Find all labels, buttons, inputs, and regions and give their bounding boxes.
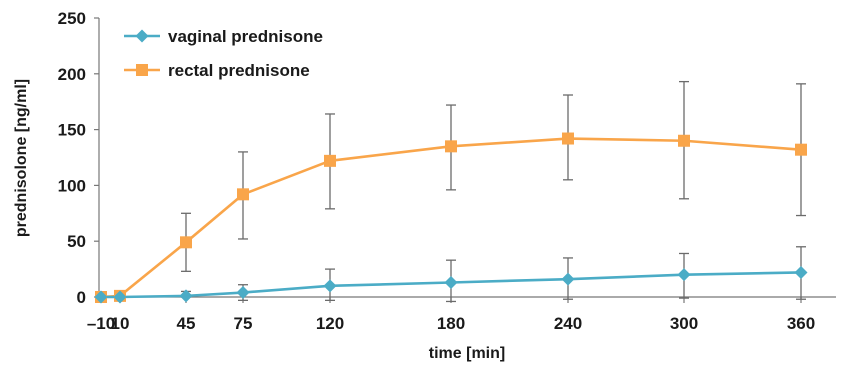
x-tick-label-4: 120 — [316, 314, 344, 333]
y-tick-label-0: 0 — [77, 288, 86, 307]
vaginal-marker-8 — [794, 265, 808, 279]
x-tick-label-0: –10 — [87, 314, 115, 333]
rectal-marker-4 — [324, 154, 336, 167]
legend-swatch-marker-vaginal — [135, 29, 149, 43]
x-tick-label-3: 75 — [234, 314, 253, 333]
axes — [98, 18, 836, 298]
legend-label-rectal: rectal prednisone — [168, 61, 310, 80]
legend-item-vaginal: vaginal prednisone — [124, 27, 323, 46]
y-tick-label-200: 200 — [58, 65, 86, 84]
y-tick-label-100: 100 — [58, 176, 86, 195]
vaginal-marker-1 — [113, 290, 127, 304]
legend-item-rectal: rectal prednisone — [124, 61, 310, 80]
vaginal-marker-7 — [677, 268, 691, 282]
legend: vaginal prednisone rectal prednisone — [124, 27, 323, 80]
x-tick-label-2: 45 — [177, 314, 196, 333]
x-axis-title: time [min] — [429, 345, 505, 362]
x-tick-label-6: 240 — [554, 314, 582, 333]
y-axis-title: prednisolone [ng/ml] — [13, 79, 30, 237]
rectal-marker-3 — [237, 188, 249, 201]
y-tick-label-50: 50 — [67, 232, 86, 251]
vaginal-marker-2 — [179, 289, 193, 303]
x-tick-label-1: 10 — [111, 314, 130, 333]
legend-swatch-marker-rectal — [136, 64, 148, 76]
x-tick-label-7: 300 — [670, 314, 698, 333]
vaginal-marker-6 — [561, 272, 575, 286]
legend-label-vaginal: vaginal prednisone — [168, 27, 323, 46]
rectal-marker-6 — [562, 132, 574, 145]
y-tick-labels: 0 50 100 150 200 250 — [58, 9, 99, 307]
x-tick-label-5: 180 — [437, 314, 465, 333]
error-bars — [181, 80, 806, 303]
rectal-marker-5 — [445, 140, 457, 153]
rectal-marker-2 — [180, 236, 192, 249]
series-markers — [94, 132, 808, 304]
vaginal-marker-3 — [236, 286, 250, 300]
vaginal-marker-5 — [444, 275, 458, 289]
x-tick-label-8: 360 — [787, 314, 815, 333]
vaginal-marker-4 — [323, 279, 337, 293]
y-tick-label-250: 250 — [58, 9, 86, 28]
rectal-marker-7 — [678, 134, 690, 147]
y-tick-label-150: 150 — [58, 121, 86, 140]
vaginal-marker-0 — [94, 290, 108, 304]
rectal-marker-8 — [795, 143, 807, 156]
